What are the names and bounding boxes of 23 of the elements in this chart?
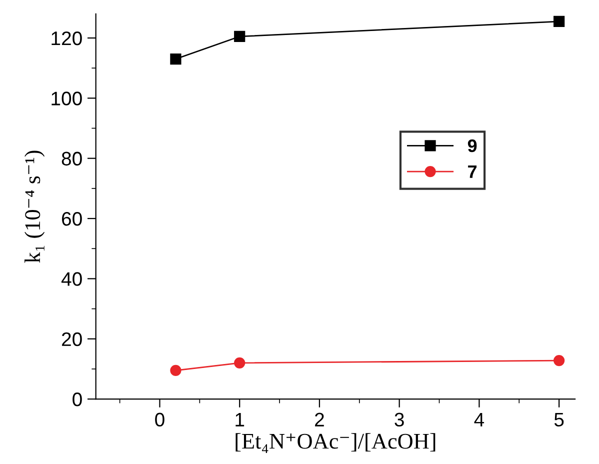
- x-tick-label: 5: [554, 412, 564, 427]
- legend-label: 7: [468, 165, 477, 178]
- point: [234, 30, 246, 42]
- y-tick-label: 80: [62, 152, 82, 166]
- point: [170, 53, 182, 65]
- x-tick-label: 1: [236, 412, 244, 426]
- x-axis-title: [Et₄N⁺OAc⁻]/[AcOH]: [236, 433, 436, 454]
- y-tick-label: 20: [62, 332, 82, 346]
- point: [554, 354, 565, 366]
- y-tick-label: 60: [62, 212, 82, 226]
- y-tick-label: 0: [72, 392, 82, 406]
- legend-label: 9: [468, 139, 477, 152]
- point: [234, 357, 246, 368]
- x-tick-label: 0: [155, 412, 164, 427]
- x-tick-label: 3: [394, 412, 404, 427]
- y-tick-label: 100: [52, 92, 82, 106]
- point: [554, 16, 565, 27]
- y-tick-label: 120: [52, 31, 82, 46]
- x-tick-label: 2: [315, 412, 324, 426]
- point: [170, 364, 182, 376]
- x-tick-label: 4: [474, 412, 484, 426]
- y-tick-label: 40: [61, 272, 82, 286]
- y-axis-title: k₁ (10⁻⁴ s⁻¹): [24, 150, 45, 263]
